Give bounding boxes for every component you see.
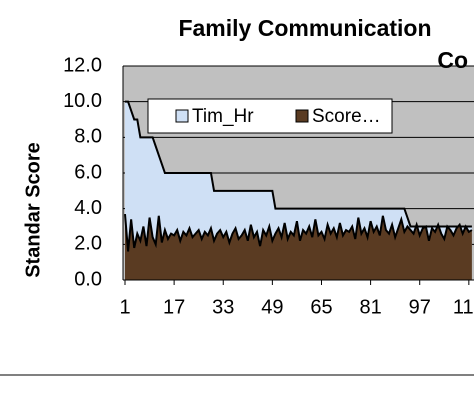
x-tick-label: 113 — [453, 296, 474, 318]
y-tick-label: 10.0 — [63, 90, 102, 112]
y-axis-label: Standar Score — [22, 142, 44, 278]
chart-title: Family Communication — [178, 15, 431, 41]
legend-label: Tim_Hr — [192, 106, 254, 127]
x-tick-label: 33 — [212, 296, 234, 318]
x-tick-label: 17 — [163, 296, 185, 318]
y-tick-label: 12.0 — [63, 54, 102, 76]
x-tick-label: 65 — [310, 296, 332, 318]
series-line — [125, 100, 472, 228]
legend-label: Score… — [312, 106, 381, 127]
legend-box — [147, 98, 393, 134]
chart-subtitle: Co — [437, 47, 468, 73]
x-tick-label: 81 — [359, 296, 381, 318]
legend: Tim_Hr Score… — [147, 98, 393, 134]
y-tick-label: 8.0 — [74, 126, 102, 148]
x-tick-label: 1 — [119, 296, 130, 318]
x-tick-label: 49 — [261, 296, 283, 318]
plot — [123, 65, 474, 281]
y-tick-label: 0.0 — [74, 268, 102, 290]
x-tick-label: 97 — [409, 296, 431, 318]
series-line — [124, 213, 473, 252]
y-tick-label: 4.0 — [74, 197, 102, 219]
y-tick-label: 2.0 — [74, 233, 102, 255]
legend-swatch — [295, 109, 309, 123]
legend-swatch — [175, 109, 189, 123]
y-tick-label: 6.0 — [74, 161, 102, 183]
